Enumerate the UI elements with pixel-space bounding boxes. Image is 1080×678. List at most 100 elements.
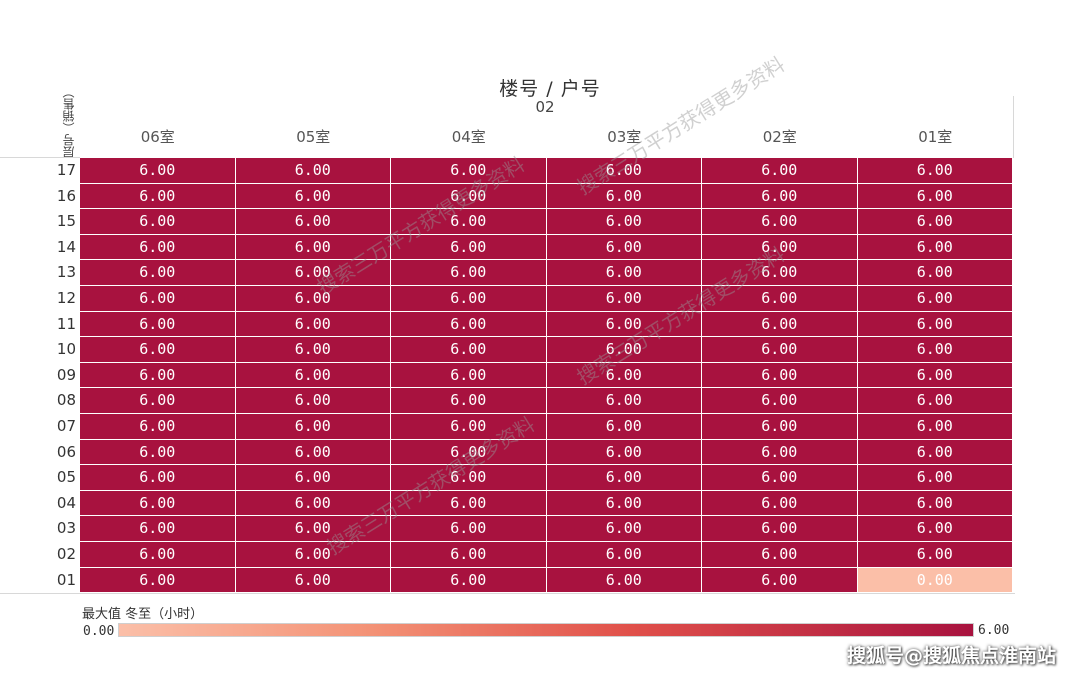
heatmap-cell: 6.00 <box>546 542 702 568</box>
row-label: 09 <box>56 365 76 384</box>
row-label: 14 <box>56 237 76 256</box>
heatmap-cell: 6.00 <box>235 414 391 440</box>
heatmap-cell: 6.00 <box>391 516 547 542</box>
heatmap-cell: 6.00 <box>857 542 1013 568</box>
heatmap-cell: 6.00 <box>391 260 547 286</box>
chart-subtitle: 02 <box>535 98 555 116</box>
heatmap-cell: 6.00 <box>235 158 391 184</box>
row-label: 12 <box>56 289 76 307</box>
heatmap-cell: 6.00 <box>235 465 391 491</box>
row-label: 17 <box>56 161 76 179</box>
column-header: 04室 <box>451 128 486 146</box>
heatmap-cell: 6.00 <box>391 414 547 440</box>
heatmap-cell: 6.00 <box>391 388 547 414</box>
heatmap-cell: 6.00 <box>391 234 547 261</box>
heatmap-cell: 6.00 <box>546 260 702 286</box>
heatmap-cell: 6.00 <box>80 311 236 338</box>
heatmap-cell: 6.00 <box>702 388 858 414</box>
heatmap-cell: 6.00 <box>80 439 236 466</box>
heatmap-cell: 6.00 <box>235 567 391 594</box>
heatmap-cell: 6.00 <box>235 234 391 261</box>
heatmap-cell: 6.00 <box>80 490 236 517</box>
column-header: 03室 <box>607 128 642 146</box>
heatmap-cell: 6.00 <box>80 234 236 261</box>
heatmap-cell: 6.00 <box>857 183 1013 210</box>
heatmap-cell: 6.00 <box>702 260 858 286</box>
heatmap-cell: 6.00 <box>702 158 858 184</box>
heatmap-cell: 6.00 <box>391 286 547 312</box>
heatmap-cell: 6.00 <box>702 311 858 338</box>
heatmap-cell: 6.00 <box>702 209 858 235</box>
heatmap-cell: 6.00 <box>80 362 236 389</box>
heatmap-cell: 6.00 <box>857 286 1013 312</box>
legend-title: 最大值 冬至（小时） <box>82 607 204 622</box>
heatmap-cell: 6.00 <box>80 542 236 568</box>
heatmap-cell: 6.00 <box>391 490 547 517</box>
heatmap-cell: 6.00 <box>857 158 1013 184</box>
heatmap-cell: 6.00 <box>702 567 858 594</box>
heatmap-cell: 6.00 <box>546 388 702 414</box>
row-label: 05 <box>56 468 76 487</box>
heatmap-cell: 6.00 <box>391 465 547 491</box>
heatmap-cell: 6.00 <box>235 388 391 414</box>
heatmap-cell: 6.00 <box>546 337 702 363</box>
heatmap-cell: 6.00 <box>702 337 858 363</box>
heatmap-cell: 6.00 <box>857 490 1013 517</box>
legend-color-bar <box>118 623 974 637</box>
row-label: 01 <box>56 570 76 589</box>
heatmap-cell: 6.00 <box>702 414 858 440</box>
heatmap-cell: 6.00 <box>702 542 858 568</box>
right-axis-line <box>1013 96 1014 158</box>
column-header: 02室 <box>762 128 797 146</box>
heatmap-cell: 6.00 <box>80 567 236 594</box>
heatmap-cell: 6.00 <box>391 158 547 184</box>
heatmap-cell: 6.00 <box>857 337 1013 363</box>
heatmap-cell: 6.00 <box>857 234 1013 261</box>
heatmap-cell: 6.00 <box>235 516 391 542</box>
heatmap-cell: 6.00 <box>546 362 702 389</box>
heatmap-cell: 6.00 <box>546 465 702 491</box>
row-label: 07 <box>56 417 76 435</box>
heatmap-cell: 6.00 <box>702 465 858 491</box>
legend-min-label: 0.00 <box>83 624 115 639</box>
heatmap-cell: 6.00 <box>80 388 236 414</box>
heatmap-cell: 6.00 <box>702 362 858 389</box>
column-header: 01室 <box>918 128 953 146</box>
heatmap-cell: 6.00 <box>235 542 391 568</box>
heatmap-cell: 6.00 <box>702 490 858 517</box>
heatmap-cell: 6.00 <box>702 234 858 261</box>
heatmap-cell: 6.00 <box>235 209 391 235</box>
row-label: 16 <box>56 186 76 205</box>
heatmap-cell: 6.00 <box>857 465 1013 491</box>
heatmap-cell: 6.00 <box>546 490 702 517</box>
heatmap-cell: 6.00 <box>546 439 702 466</box>
heatmap-cell: 6.00 <box>546 414 702 440</box>
heatmap-cell: 6.00 <box>80 516 236 542</box>
heatmap-cell: 6.00 <box>391 542 547 568</box>
row-label: 11 <box>56 314 76 333</box>
heatmap-cell: 6.00 <box>546 209 702 235</box>
heatmap-cell: 6.00 <box>80 286 236 312</box>
heatmap-cell: 6.00 <box>80 158 236 184</box>
heatmap-cell: 6.00 <box>235 439 391 466</box>
heatmap-cell: 6.00 <box>546 234 702 261</box>
heatmap-cell: 6.00 <box>391 362 547 389</box>
row-label: 08 <box>56 391 76 410</box>
heatmap-cell: 6.00 <box>857 414 1013 440</box>
row-label: 06 <box>56 442 76 461</box>
heatmap-cell: 6.00 <box>857 516 1013 542</box>
heatmap-cell: 6.00 <box>235 260 391 286</box>
heatmap-cell: 6.00 <box>546 516 702 542</box>
bottom-axis-line <box>0 593 1015 594</box>
heatmap-cell: 6.00 <box>391 209 547 235</box>
heatmap-cell: 6.00 <box>702 183 858 210</box>
heatmap-cell: 6.00 <box>391 183 547 210</box>
row-label: 10 <box>56 340 76 359</box>
heatmap-cell: 6.00 <box>546 183 702 210</box>
heatmap-cell: 6.00 <box>80 260 236 286</box>
heatmap-cell: 6.00 <box>546 286 702 312</box>
heatmap-cell: 6.00 <box>80 209 236 235</box>
heatmap-cell: 6.00 <box>235 490 391 517</box>
top-axis-line <box>0 157 80 158</box>
